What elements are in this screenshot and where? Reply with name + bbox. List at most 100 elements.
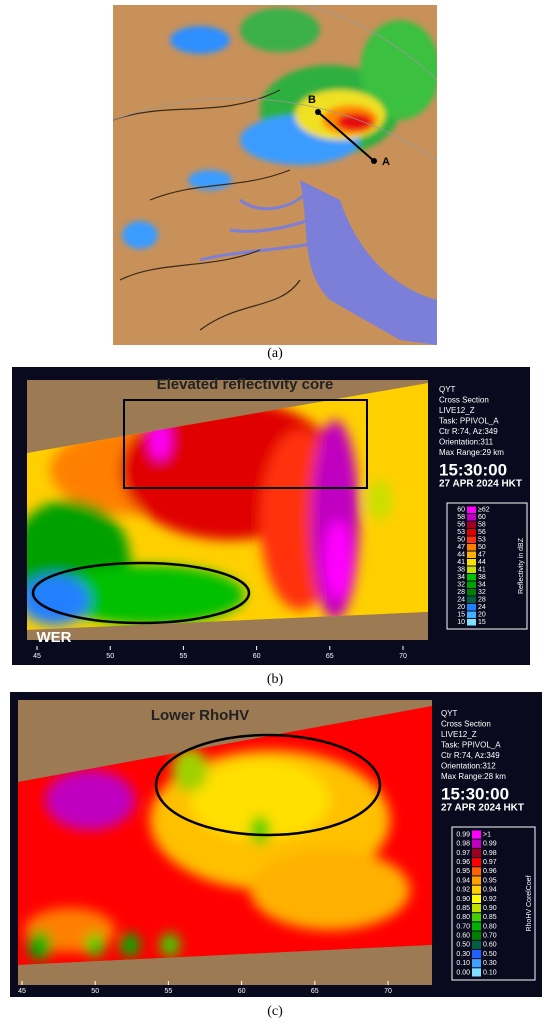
annotation-box: [123, 399, 368, 489]
date: 27 APR 2024 HKT: [441, 803, 524, 814]
legend-high: 0.99: [483, 841, 497, 848]
x-axis: 45 50 55 60 65 70: [33, 646, 407, 660]
legend-high: 0.96: [483, 868, 497, 875]
info-line: Max Range:28 km: [441, 772, 506, 781]
x-tick-label: 50: [91, 988, 99, 995]
point-label: A: [382, 156, 390, 168]
legend-swatch: [472, 931, 481, 940]
annotation-ellipse: [154, 733, 382, 837]
info-line: Ctr R:74, Az:349: [441, 751, 500, 760]
legend-swatch: [472, 876, 481, 885]
panel-label: (a): [267, 346, 283, 361]
date: 27 APR 2024 HKT: [439, 479, 522, 490]
legend-low: 50: [457, 537, 465, 544]
legend-low: 0.90: [456, 896, 470, 903]
legend-low: 20: [457, 604, 465, 611]
legend-low: 58: [457, 514, 465, 521]
legend-swatch: [467, 589, 476, 596]
legend-swatch: [467, 611, 476, 618]
legend-swatch: [467, 514, 476, 521]
info-line: Task: PPIVOL_A: [439, 417, 499, 426]
annotation: Lower RhoHV: [151, 707, 249, 724]
legend-low: 41: [457, 559, 465, 566]
x-tick-label: 50: [106, 653, 114, 660]
legend-high: 20: [478, 612, 486, 619]
legend-high: ≥62: [478, 507, 490, 514]
legend-high: 24: [478, 604, 486, 611]
legend-swatch: [472, 959, 481, 968]
legend-low: 0.30: [456, 951, 470, 958]
time: 15:30:00: [441, 785, 509, 804]
legend-low: 0.98: [456, 841, 470, 848]
legend-low: 38: [457, 567, 465, 574]
legend-high: 34: [478, 582, 486, 589]
legend-low: 56: [457, 522, 465, 529]
cross-section: [27, 383, 428, 630]
legend-low: 0.99: [456, 831, 470, 838]
legend-low: 0.96: [456, 859, 470, 866]
legend-frame: [446, 502, 528, 630]
time: 15:30:00: [439, 461, 507, 480]
legend-swatch: [467, 521, 476, 528]
legend-low: 28: [457, 589, 465, 596]
legend-low: 10: [457, 619, 465, 626]
legend-frame: [451, 826, 536, 981]
legend-low: 0.00: [456, 969, 470, 976]
legend-swatch: [467, 506, 476, 513]
map: [113, 5, 437, 345]
legend-swatch: [472, 848, 481, 858]
legend-low: 0.60: [456, 933, 470, 940]
legend-swatch: [467, 551, 476, 558]
legend-swatch: [467, 544, 476, 551]
x-tick-label: 55: [180, 653, 188, 660]
legend-swatch: [472, 922, 481, 931]
legend-title: RhoHV CorelCoef: [526, 875, 533, 931]
info-line: Cross Section: [439, 396, 489, 405]
legend-low: 0.97: [456, 850, 470, 857]
legend-low: 0.50: [456, 942, 470, 949]
x-tick-label: 65: [326, 653, 334, 660]
legend-swatch: [467, 566, 476, 573]
legend-swatch: [472, 858, 481, 867]
legend-high: 32: [478, 589, 486, 596]
legend-low: 0.92: [456, 887, 470, 894]
legend-high: 0.30: [483, 960, 497, 967]
legend-high: 0.85: [483, 914, 497, 921]
legend-swatch: [467, 581, 476, 588]
x-tick-label: 60: [238, 988, 246, 995]
info-line: LIVE12_Z: [441, 730, 477, 739]
panel-label: (c): [267, 1004, 283, 1019]
legend-high: 0.98: [483, 850, 497, 857]
legend-high: 0.80: [483, 923, 497, 930]
legend-swatch: [472, 913, 481, 922]
info-line: Ctr R:74, Az:349: [439, 427, 498, 436]
legend-swatch: [467, 596, 476, 603]
legend-low: 0.95: [456, 868, 470, 875]
legend-swatch: [467, 604, 476, 611]
info-line: Orientation:311: [439, 438, 494, 447]
legend-swatch: [467, 529, 476, 536]
legend-low: 0.94: [456, 877, 470, 884]
legend-high: >1: [483, 831, 491, 838]
legend-high: 47: [478, 552, 486, 559]
legend-swatch: [472, 904, 481, 913]
legend-high: 41: [478, 567, 486, 574]
legend-high: 38: [478, 574, 486, 581]
legend-swatch: [472, 949, 481, 959]
info-line: QYT: [441, 709, 458, 718]
legend-high: 0.10: [483, 969, 497, 976]
annotation: WER: [37, 629, 72, 646]
legend-high: 53: [478, 537, 486, 544]
info-line: Cross Section: [441, 720, 491, 729]
legend: 0.99 >1 0.98 0.99 0.97 0.98 0.96 0.97 0.95 0.96 0.…: [456, 830, 533, 977]
legend-low: 0.10: [456, 960, 470, 967]
legend-high: 0.50: [483, 951, 497, 958]
legend-high: 50: [478, 544, 486, 551]
legend-low: 47: [457, 544, 465, 551]
legend-low: 0.80: [456, 914, 470, 921]
legend-swatch: [472, 968, 481, 977]
